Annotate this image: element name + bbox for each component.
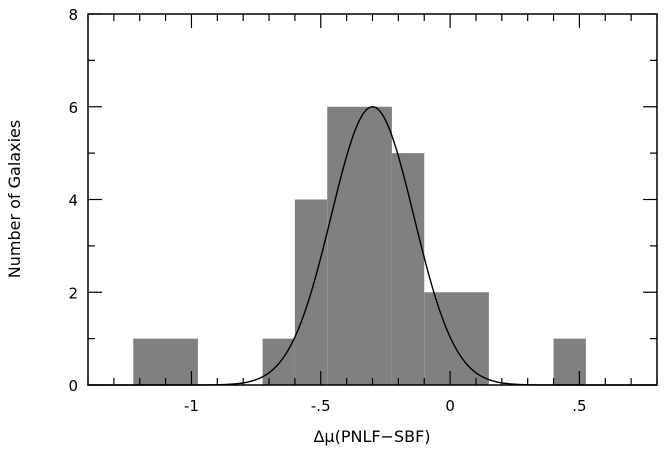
histogram-bar-0 <box>133 338 198 385</box>
x-tick-label: .5 <box>572 397 586 415</box>
x-axis-title: Δμ(PNLF−SBF) <box>313 427 430 446</box>
x-tick-label: -.5 <box>311 397 331 415</box>
axis-ticks <box>87 13 658 386</box>
y-axis-title: Number of Galaxies <box>5 120 24 278</box>
y-tick-label: 2 <box>68 284 78 302</box>
y-tick-label: 6 <box>68 99 78 117</box>
histogram-bar-6 <box>553 338 586 385</box>
histogram-bar-3 <box>327 106 392 385</box>
y-tick-label: 8 <box>68 6 78 24</box>
x-tick-label: 0 <box>445 397 455 415</box>
histogram-bars <box>133 106 586 385</box>
histogram-bar-5 <box>424 292 489 385</box>
y-tick-label: 4 <box>68 192 78 210</box>
histogram-bar-4 <box>391 153 425 385</box>
x-tick-label: -1 <box>184 397 199 415</box>
tick-labels: -1 -.5 0 .5 0 2 4 6 8 <box>68 6 586 415</box>
y-tick-label: 0 <box>68 377 78 395</box>
